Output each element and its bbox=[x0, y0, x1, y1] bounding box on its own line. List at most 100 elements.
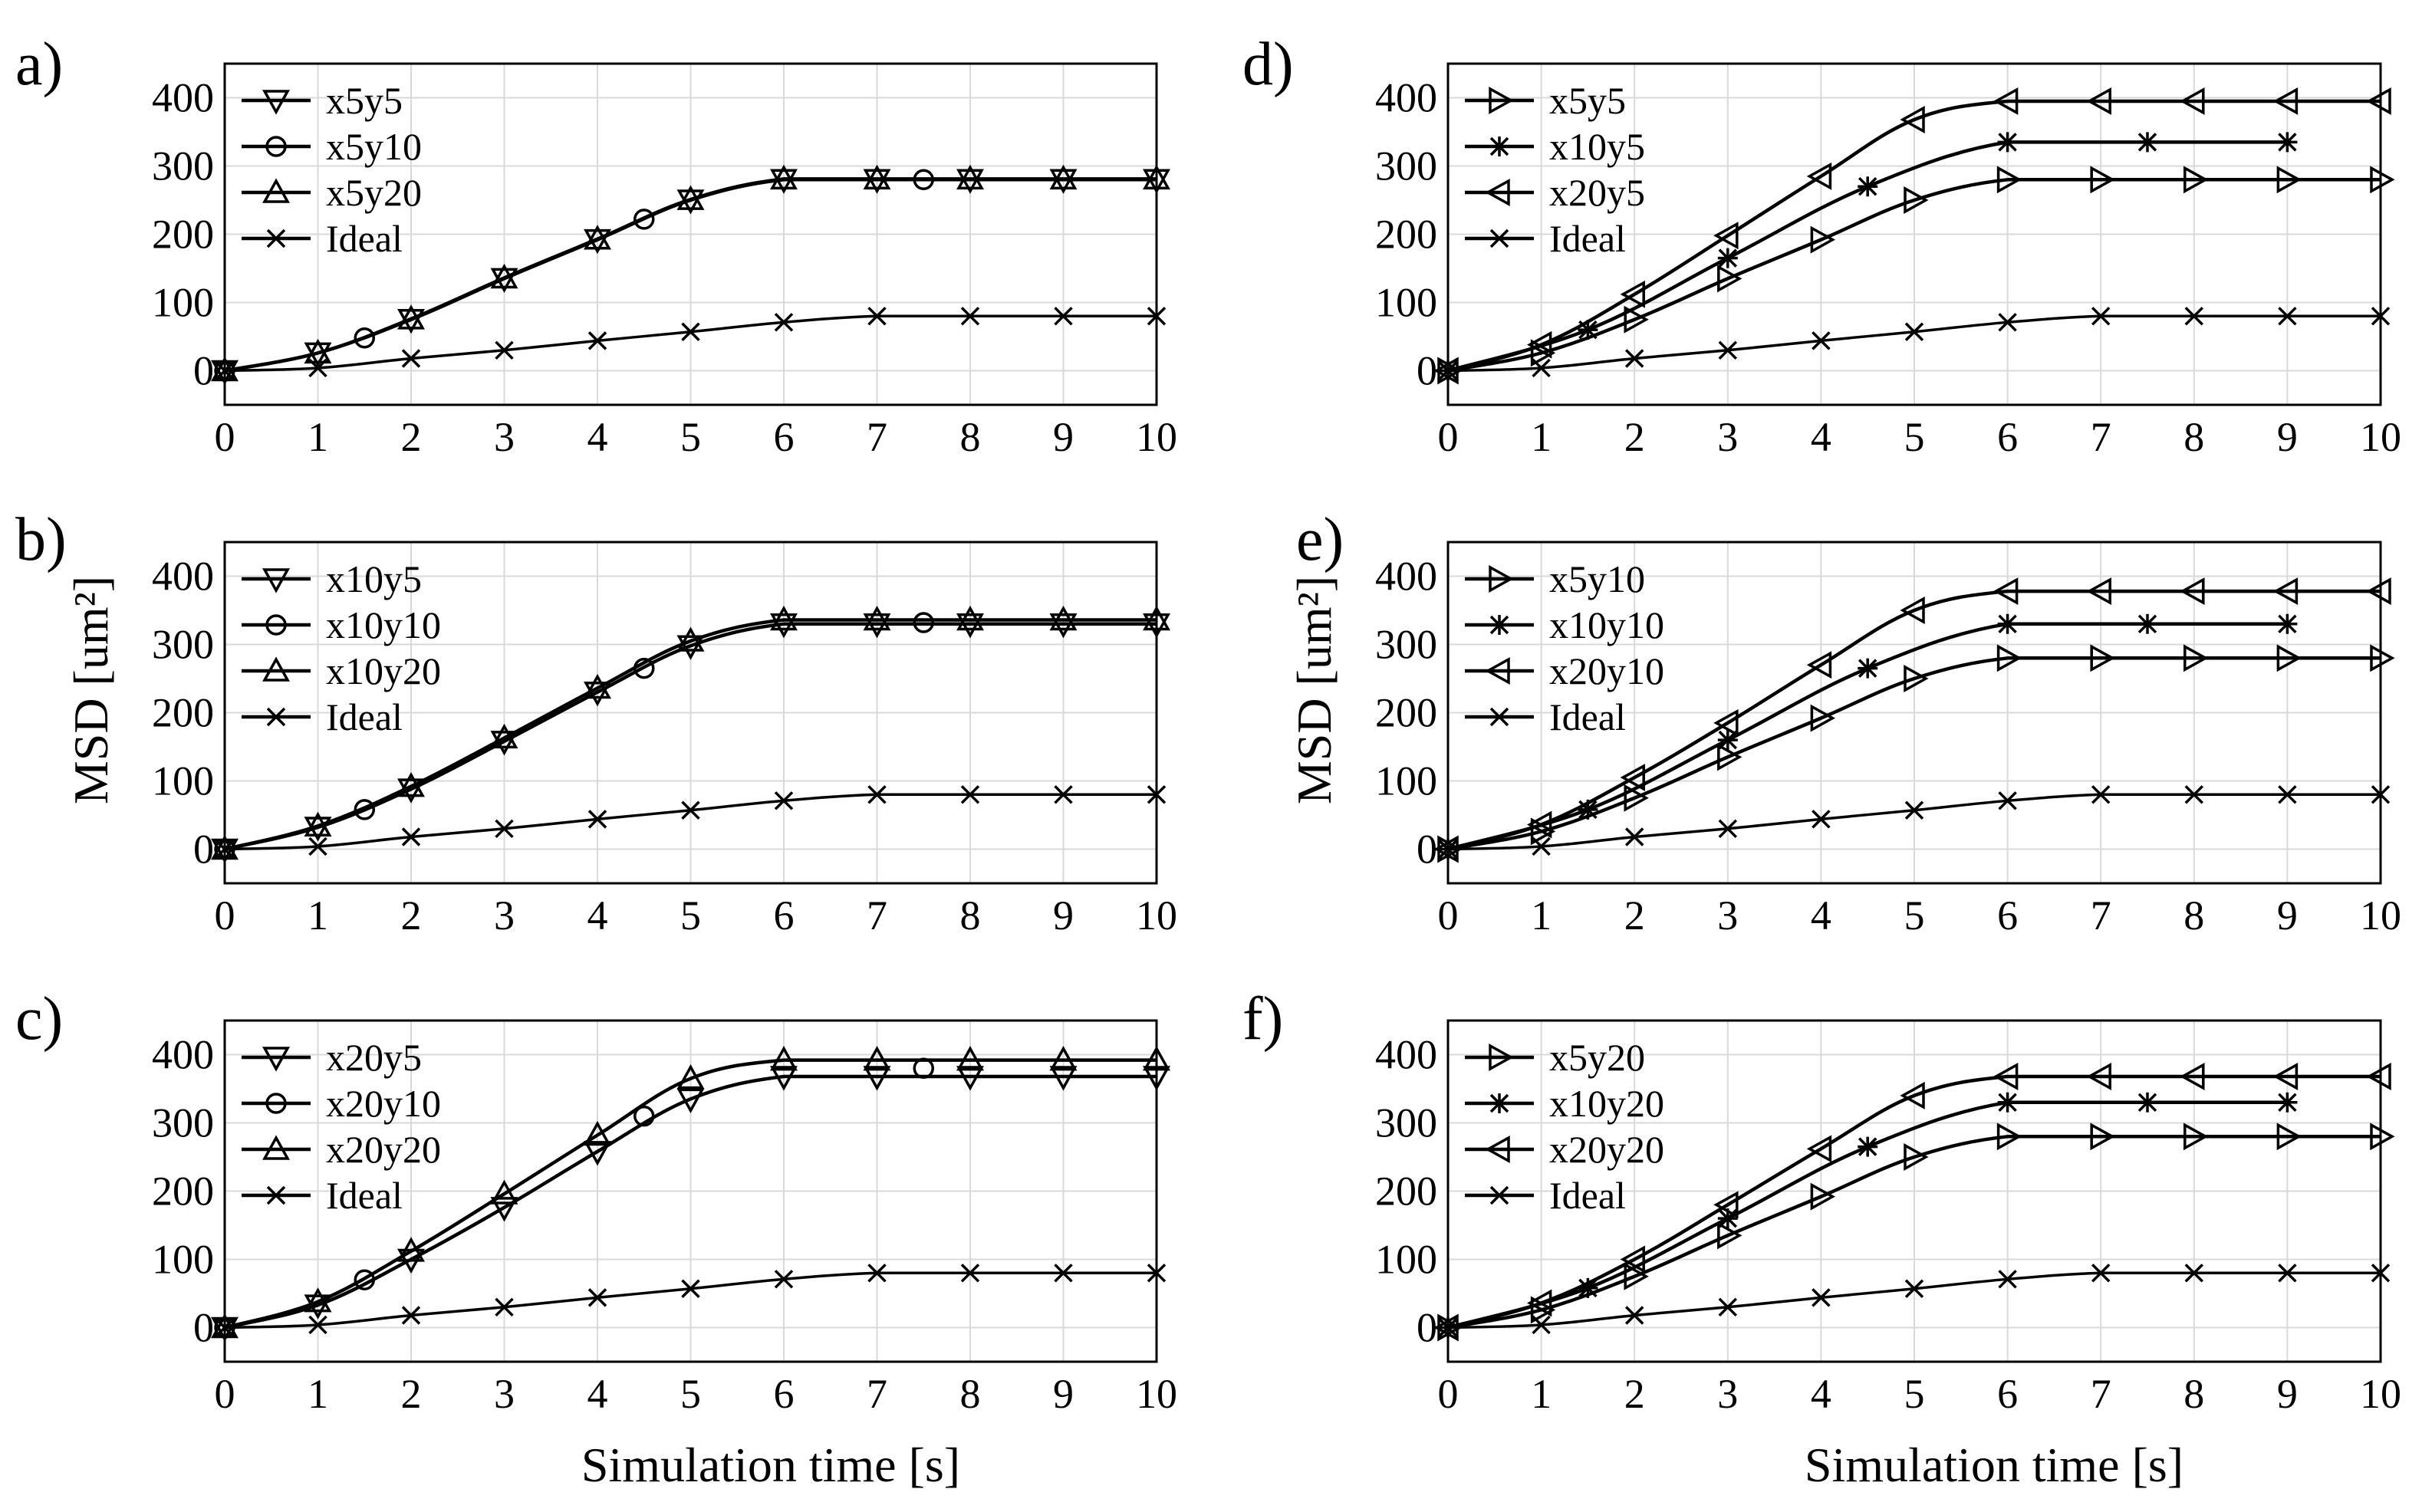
data-point-Ideal bbox=[1054, 1264, 1073, 1283]
data-point-x10y20 bbox=[956, 605, 984, 631]
data-point-Ideal bbox=[1624, 349, 1644, 368]
panel-label: c) bbox=[15, 985, 63, 1053]
data-point-x5y20 bbox=[304, 338, 332, 364]
panels-group: 0 1 2 3 4 5 6 7 8 9 100100200300400a)x5y5x5y10x5y2… bbox=[15, 31, 2401, 1417]
x-tick-label: 6 bbox=[1997, 892, 2018, 938]
data-point-Ideal bbox=[1998, 313, 2017, 332]
data-point-Ideal bbox=[308, 358, 327, 378]
legend-label-x10y20: x10y20 bbox=[326, 649, 441, 692]
data-point-Ideal bbox=[2184, 785, 2204, 804]
y-tick-label: 300 bbox=[1375, 622, 1437, 668]
legend-marker-x10y10 bbox=[265, 614, 287, 636]
data-point-x20y20 bbox=[1993, 1063, 2019, 1090]
data-point-x10y5 bbox=[770, 613, 798, 639]
legend-marker-Ideal bbox=[1489, 1185, 1509, 1205]
data-point-x5y5 bbox=[1624, 305, 1649, 334]
x-tick-label: 0 bbox=[1438, 414, 1459, 460]
data-point-x20y20 bbox=[770, 1046, 798, 1071]
x-tick-label: 6 bbox=[1997, 1371, 2018, 1417]
data-point-Ideal bbox=[495, 340, 514, 360]
data-point-Ideal bbox=[681, 1279, 700, 1299]
legend-marker-x20y10 bbox=[265, 1093, 287, 1114]
data-point-x20y5 bbox=[2272, 87, 2299, 115]
y-tick-label: 0 bbox=[1417, 348, 1437, 394]
data-point-x20y20 bbox=[490, 1179, 518, 1205]
data-point-x5y5 bbox=[2183, 166, 2209, 194]
y-tick-label: 100 bbox=[1375, 758, 1437, 804]
data-point-x20y5 bbox=[1713, 222, 1739, 250]
x-tick-label: 1 bbox=[308, 892, 328, 938]
data-point-x20y20 bbox=[584, 1120, 611, 1146]
y-tick-label: 0 bbox=[1417, 827, 1437, 873]
legend-label-x20y20: x20y20 bbox=[326, 1128, 441, 1171]
y-axis-title-left: MSD [um²] bbox=[64, 576, 118, 804]
x-tick-label: 7 bbox=[2091, 892, 2111, 938]
legend-label-x5y20: x5y20 bbox=[1549, 1036, 1645, 1079]
panel-b: 0 1 2 3 4 5 6 7 8 9 100100200300400b)x10y5x10y10x1… bbox=[15, 506, 1177, 938]
legend-marker-x10y5 bbox=[1489, 136, 1509, 156]
x-tick-label: 3 bbox=[1717, 892, 1738, 938]
data-point-Ideal bbox=[2184, 307, 2204, 326]
y-tick-label: 400 bbox=[152, 554, 214, 600]
legend-marker-x20y5 bbox=[1485, 179, 1510, 206]
legend-marker-Ideal bbox=[1489, 228, 1509, 248]
x-tick-label: 8 bbox=[960, 414, 981, 460]
data-point-x10y20 bbox=[1858, 1136, 1878, 1157]
x-tick-label: 8 bbox=[2183, 892, 2204, 938]
legend-marker-x10y20 bbox=[1489, 1093, 1509, 1113]
x-tick-label: 5 bbox=[1904, 414, 1925, 460]
data-point-x20y5 bbox=[2180, 87, 2205, 115]
data-point-Ideal bbox=[960, 307, 980, 326]
data-point-x10y20 bbox=[1997, 1092, 2018, 1113]
legend-label-x10y5: x10y5 bbox=[1549, 125, 1645, 168]
data-point-x10y10 bbox=[2137, 613, 2157, 634]
y-tick-label: 300 bbox=[152, 1100, 214, 1146]
data-point-x10y10 bbox=[2277, 613, 2298, 634]
data-point-x10y20 bbox=[490, 723, 518, 749]
x-tick-label: 0 bbox=[1438, 892, 1459, 938]
y-tick-label: 400 bbox=[152, 75, 214, 121]
x-tick-label: 2 bbox=[401, 1371, 422, 1417]
y-tick-label: 400 bbox=[152, 1032, 214, 1078]
legend-label-x20y5: x20y5 bbox=[326, 1036, 422, 1079]
x-tick-label: 6 bbox=[774, 892, 795, 938]
data-point-Ideal bbox=[1998, 1270, 2017, 1289]
data-point-x20y20 bbox=[676, 1064, 705, 1090]
data-point-x20y5 bbox=[676, 1088, 705, 1113]
data-point-Ideal bbox=[2091, 1264, 2111, 1283]
series-line-x20y20 bbox=[1447, 1074, 2381, 1330]
x-tick-label: 5 bbox=[1904, 892, 1925, 938]
x-tick-label: 3 bbox=[494, 1371, 515, 1417]
y-tick-label: 300 bbox=[152, 143, 214, 189]
data-point-x5y5 bbox=[1717, 265, 1742, 293]
data-point-x5y5 bbox=[863, 169, 891, 194]
x-tick-label: 10 bbox=[2360, 1371, 2401, 1417]
legend-label-x10y20: x10y20 bbox=[1549, 1082, 1664, 1125]
x-tick-label: 3 bbox=[1717, 414, 1738, 460]
legend-marker-x20y20 bbox=[262, 1135, 290, 1160]
legend-label-x20y20: x20y20 bbox=[1549, 1128, 1664, 1171]
x-tick-label: 2 bbox=[1624, 414, 1645, 460]
x-tick-label: 10 bbox=[2360, 892, 2401, 938]
x-tick-label: 3 bbox=[494, 414, 515, 460]
y-tick-label: 100 bbox=[152, 758, 214, 804]
x-tick-label: 10 bbox=[1136, 1371, 1177, 1417]
data-point-x20y20 bbox=[2272, 1063, 2299, 1090]
data-point-x5y20 bbox=[1717, 1221, 1742, 1250]
x-tick-label: 4 bbox=[1811, 892, 1831, 938]
data-point-Ideal bbox=[1904, 1279, 1924, 1299]
legend-marker-x5y20 bbox=[262, 178, 290, 203]
data-point-Ideal bbox=[774, 313, 794, 332]
axes-frame bbox=[223, 541, 1158, 885]
x-tick-label: 4 bbox=[587, 1371, 608, 1417]
legend-label-x5y5: x5y5 bbox=[1549, 79, 1626, 122]
data-point-Ideal bbox=[495, 819, 514, 839]
data-point-x5y20 bbox=[956, 164, 984, 190]
x-tick-label: 4 bbox=[587, 892, 608, 938]
data-point-x10y5 bbox=[1049, 613, 1078, 639]
x-axis-title-right: Simulation time [s] bbox=[1805, 1438, 2183, 1492]
data-point-x10y20 bbox=[1578, 1277, 1598, 1298]
data-point-x20y5 bbox=[1526, 330, 1552, 359]
legend-label-Ideal: Ideal bbox=[1549, 217, 1626, 260]
x-tick-label: 10 bbox=[1136, 892, 1177, 938]
